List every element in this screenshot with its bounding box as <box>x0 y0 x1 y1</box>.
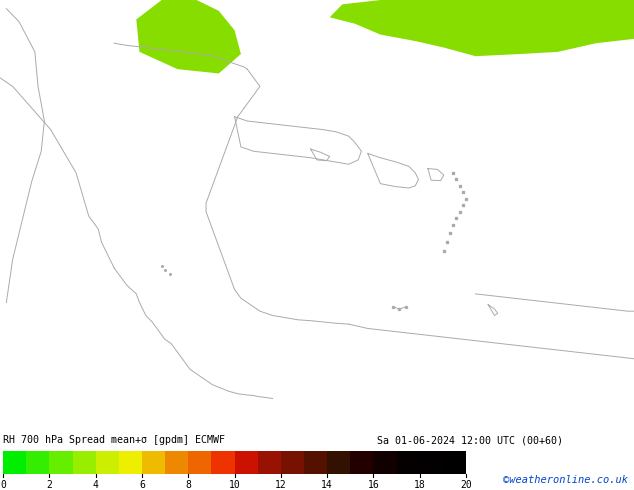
Bar <box>257 451 281 474</box>
Text: ©weatheronline.co.uk: ©weatheronline.co.uk <box>503 475 628 486</box>
Text: 6: 6 <box>139 480 145 490</box>
Bar <box>165 451 188 474</box>
Text: 8: 8 <box>185 480 191 490</box>
Text: 12: 12 <box>275 480 287 490</box>
Text: 4: 4 <box>93 480 99 490</box>
Bar <box>188 451 211 474</box>
Bar <box>72 451 96 474</box>
Text: 14: 14 <box>321 480 333 490</box>
Text: 20: 20 <box>460 480 472 490</box>
Bar <box>350 451 373 474</box>
Bar <box>96 451 119 474</box>
Bar <box>119 451 142 474</box>
Text: 10: 10 <box>229 480 240 490</box>
Bar <box>211 451 235 474</box>
Bar <box>142 451 165 474</box>
Text: 18: 18 <box>414 480 425 490</box>
Text: 2: 2 <box>46 480 53 490</box>
Polygon shape <box>136 0 241 74</box>
Bar <box>3 451 26 474</box>
Text: RH 700 hPa Spread mean+σ [gpdm] ECMWF: RH 700 hPa Spread mean+σ [gpdm] ECMWF <box>3 435 225 445</box>
Bar <box>235 451 257 474</box>
Polygon shape <box>330 0 634 56</box>
Text: 0: 0 <box>0 480 6 490</box>
Bar <box>373 451 397 474</box>
Bar <box>281 451 304 474</box>
Bar <box>327 451 350 474</box>
Bar <box>49 451 72 474</box>
Bar <box>420 451 443 474</box>
Bar <box>26 451 49 474</box>
Bar <box>443 451 466 474</box>
Bar <box>304 451 327 474</box>
Text: Sa 01-06-2024 12:00 UTC (00+60): Sa 01-06-2024 12:00 UTC (00+60) <box>377 435 563 445</box>
Bar <box>397 451 420 474</box>
Text: 16: 16 <box>368 480 379 490</box>
